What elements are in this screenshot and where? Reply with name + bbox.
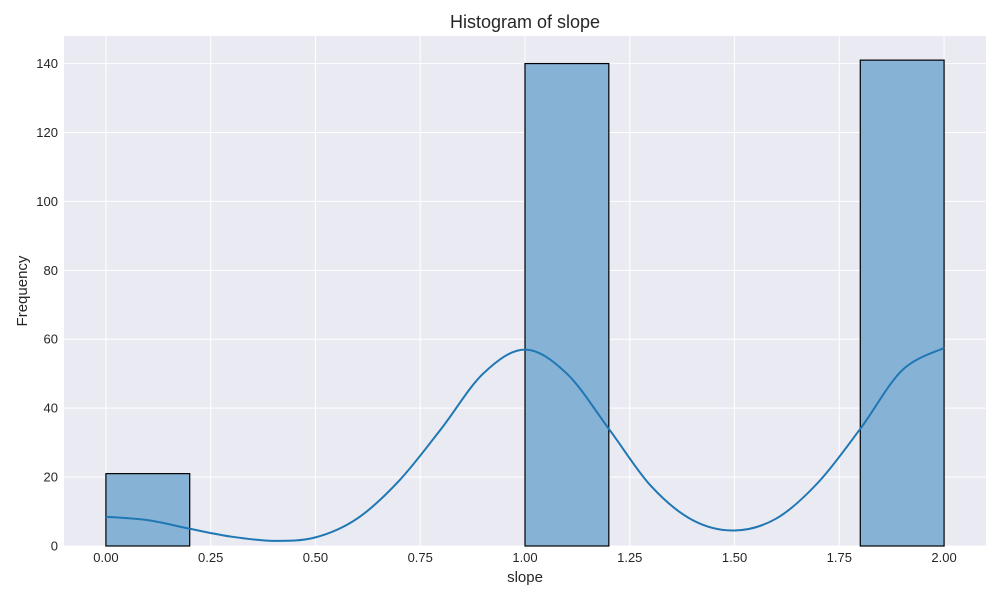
kde-curve	[105, 346, 945, 542]
x-tick-label: 1.75	[827, 550, 852, 565]
histogram-bar	[524, 62, 610, 547]
y-tick-label: 120	[36, 125, 58, 140]
x-tick-label: 1.00	[512, 550, 537, 565]
y-axis-ticks: 0 20 40 60 80 100 120 140	[36, 56, 58, 553]
y-tick-label: 20	[44, 470, 58, 485]
histogram-bars	[105, 59, 945, 547]
x-tick-label: 0.75	[408, 550, 433, 565]
y-tick-label: 0	[51, 539, 58, 554]
x-tick-label: 0.25	[198, 550, 223, 565]
kde-line	[105, 346, 945, 542]
y-tick-label: 40	[44, 401, 58, 416]
y-tick-label: 140	[36, 56, 58, 71]
histogram-bar	[105, 473, 191, 547]
y-tick-label: 80	[44, 263, 58, 278]
y-tick-label: 60	[44, 332, 58, 347]
x-tick-label: 2.00	[931, 550, 956, 565]
x-axis-ticks: 0.00 0.25 0.50 0.75 1.00 1.25 1.50 1.75 2.00	[93, 550, 956, 565]
y-axis-label: Frequency	[14, 255, 31, 326]
x-tick-label: 0.50	[303, 550, 328, 565]
x-axis-label: slope	[507, 569, 543, 586]
chart-title: Histogram of slope	[450, 12, 600, 32]
x-tick-label: 1.25	[617, 550, 642, 565]
histogram-bar	[859, 59, 945, 547]
x-tick-label: 1.50	[722, 550, 747, 565]
y-tick-label: 100	[36, 194, 58, 209]
x-tick-label: 0.00	[93, 550, 118, 565]
